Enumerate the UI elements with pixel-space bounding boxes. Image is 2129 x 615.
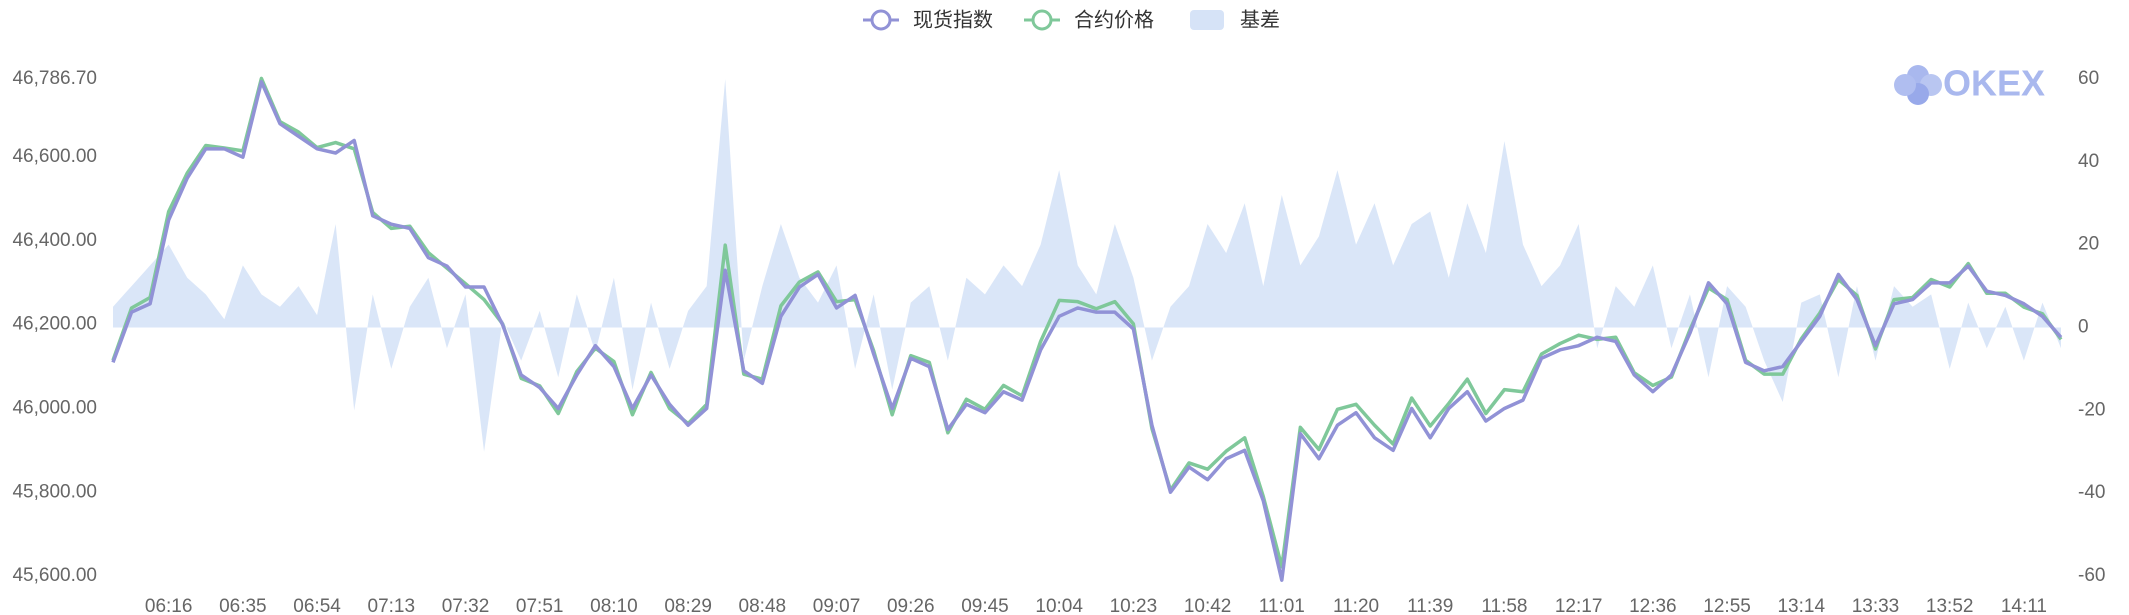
legend-swatch-dot <box>1031 9 1053 31</box>
x-tick-label: 06:16 <box>145 596 193 615</box>
x-tick-label: 14:11 <box>2001 596 2047 615</box>
watermark-logo: OKEX <box>1894 63 2045 105</box>
legend-item: 基差 <box>1190 8 1280 31</box>
x-tick-label: 10:42 <box>1184 596 1232 615</box>
x-tick-label: 13:33 <box>1852 596 1900 615</box>
y2-tick-label: 40 <box>2078 151 2099 172</box>
y2-tick-label: -40 <box>2078 482 2105 503</box>
x-tick-label: 07:13 <box>368 596 416 615</box>
y-tick-label: 46,786.70 <box>12 68 97 89</box>
y2-tick-label: -20 <box>2078 399 2105 420</box>
watermark: OKEX <box>1943 63 2045 104</box>
legend-label: 基差 <box>1240 8 1280 31</box>
y2-tick-label: 60 <box>2078 68 2099 89</box>
y-tick-label: 46,400.00 <box>12 230 97 251</box>
basis-area <box>113 79 2061 452</box>
x-tick-label: 09:45 <box>961 596 1009 615</box>
x-tick-label: 11:58 <box>1481 596 1527 615</box>
legend-swatch <box>1190 10 1224 30</box>
x-tick-label: 11:01 <box>1259 596 1305 615</box>
x-tick-label: 12:55 <box>1703 596 1751 615</box>
legend: 现货指数 合约价格 基差 <box>863 8 1280 31</box>
legend-item: 合约价格 <box>1024 8 1154 31</box>
x-tick-label: 08:10 <box>590 596 638 615</box>
y-tick-label: 46,200.00 <box>12 314 97 335</box>
x-tick-label: 10:23 <box>1110 596 1158 615</box>
x-tick-label: 13:14 <box>1777 596 1825 615</box>
y-tick-label: 45,600.00 <box>12 565 97 586</box>
x-tick-label: 13:52 <box>1926 596 1974 615</box>
x-tick-label: 06:54 <box>293 596 341 615</box>
x-tick-label: 08:48 <box>739 596 787 615</box>
x-tick-label: 11:20 <box>1333 596 1379 615</box>
x-tick-label: 09:07 <box>813 596 861 615</box>
logo-dot <box>1894 74 1916 96</box>
x-tick-label: 11:39 <box>1407 596 1453 615</box>
y2-tick-label: 20 <box>2078 234 2099 255</box>
x-tick-label: 12:36 <box>1629 596 1677 615</box>
legend-label: 合约价格 <box>1074 8 1154 31</box>
x-tick-label: 10:04 <box>1035 596 1083 615</box>
x-tick-label: 09:26 <box>887 596 935 615</box>
legend-item: 现货指数 <box>863 8 993 31</box>
series-line <box>111 80 2063 582</box>
legend-swatch-dot <box>870 9 892 31</box>
x-tick-label: 08:29 <box>664 596 712 615</box>
y-tick-label: 46,000.00 <box>12 397 97 418</box>
x-tick-label: 07:51 <box>516 596 564 615</box>
y2-tick-label: 0 <box>2078 317 2089 338</box>
x-tick-label: 07:32 <box>442 596 490 615</box>
y2-tick-label: -60 <box>2078 565 2105 586</box>
y-tick-label: 45,800.00 <box>12 481 97 502</box>
y-tick-label: 46,600.00 <box>12 146 97 167</box>
legend-label: 现货指数 <box>913 8 993 31</box>
x-tick-label: 12:17 <box>1555 596 1603 615</box>
x-tick-label: 06:35 <box>219 596 267 615</box>
